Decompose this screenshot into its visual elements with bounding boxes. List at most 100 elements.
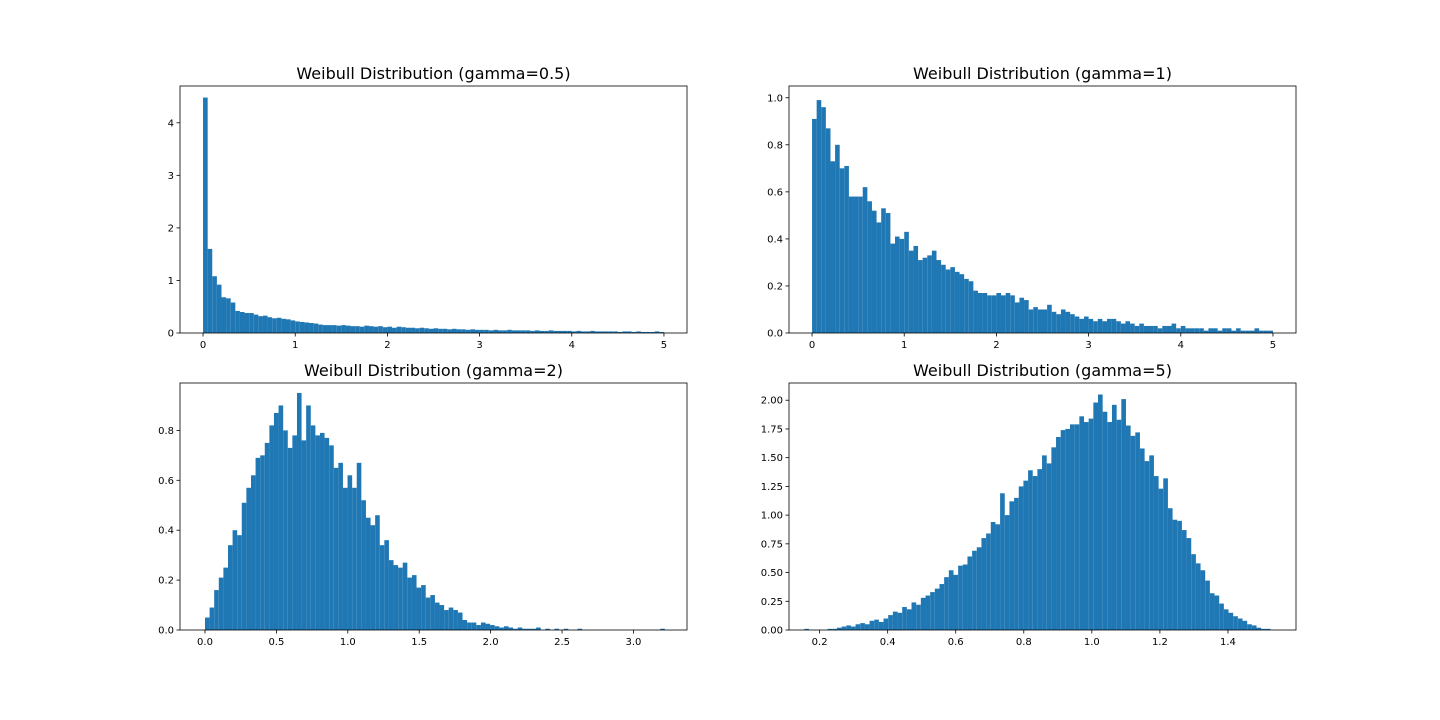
chart-1-bar: [516, 330, 522, 333]
chart-1-bar: [286, 319, 291, 333]
chart-1-bar: [525, 330, 531, 333]
chart-3-bar: [273, 412, 279, 630]
chart-3-bar: [255, 457, 261, 630]
chart-3-bar: [388, 560, 394, 630]
chart-3-bar: [296, 392, 302, 630]
chart-4-bars: [804, 394, 1271, 630]
chart-2-bar: [1116, 321, 1121, 333]
chart-4-bar: [1135, 432, 1140, 630]
chart-3-bar: [379, 545, 385, 630]
chart-2-bar: [1157, 328, 1163, 333]
chart-3-bar: [319, 432, 325, 630]
chart-2-bar: [1060, 309, 1066, 333]
chart-4-bar: [804, 628, 809, 630]
chart-3-xtick-label: 0.0: [197, 637, 213, 648]
chart-4-bar: [1079, 416, 1085, 630]
chart-4-bar: [1046, 463, 1052, 630]
chart-3-bar: [269, 425, 274, 630]
chart-3-bar: [434, 602, 440, 630]
chart-4-bar: [1032, 476, 1038, 630]
chart-1-bar: [544, 330, 549, 333]
chart-3-bar: [250, 475, 256, 630]
chart-4-xtick-label: 0.4: [880, 637, 896, 648]
chart-1-axes-frame: [179, 85, 688, 334]
chart-4-bar: [1186, 538, 1192, 630]
chart-4-bar: [1265, 628, 1271, 630]
chart-2-bar: [977, 293, 983, 333]
chart-3-bar: [398, 567, 403, 630]
chart-3-bar: [554, 628, 560, 630]
chart-2-bar: [816, 100, 822, 333]
chart-2-bar: [1028, 309, 1034, 333]
chart-1-bar: [313, 323, 319, 333]
chart-1-bar: [327, 325, 333, 333]
chart-2-bar: [1014, 302, 1020, 333]
chart-2-ytick-label: 0.4: [767, 234, 783, 245]
chart-3-bar: [375, 515, 380, 630]
chart-1-xtick-label: 1: [292, 340, 298, 351]
chart-1-bar: [382, 327, 388, 333]
chart-4-bar: [1214, 595, 1220, 630]
chart-4-bar: [855, 624, 861, 630]
chart-4-bar: [1209, 593, 1215, 630]
chart-1-ytick-label: 2: [168, 223, 174, 234]
chart-4-bar: [1042, 455, 1047, 630]
chart-4-ytick-label: 1.00: [761, 511, 783, 522]
chart-4-bar: [1037, 469, 1043, 630]
chart-2-bar: [848, 196, 854, 333]
chart-4-bar: [925, 595, 931, 630]
chart-3-bar: [232, 530, 238, 630]
chart-3-bar: [370, 525, 376, 630]
chart-3-bar: [421, 585, 426, 630]
chart-2-bar: [1070, 314, 1075, 333]
chart-1-bar: [465, 329, 471, 333]
chart-1-bar: [461, 329, 466, 333]
chart-2-bar: [1010, 295, 1015, 333]
chart-2-bar: [1176, 328, 1181, 333]
chart-1-bar: [378, 326, 383, 333]
chart-1-bar: [438, 328, 443, 333]
chart-1-bar: [332, 325, 337, 333]
chart-1-bar: [548, 330, 554, 333]
chart-3-bar: [494, 626, 500, 630]
chart-4-bar: [850, 626, 856, 630]
chart-4-bar: [878, 621, 884, 630]
chart-4-bar: [1000, 493, 1005, 630]
chart-2-xtick-label: 2: [993, 340, 999, 351]
chart-1-xtick-label: 4: [569, 340, 575, 351]
chart-4-bar: [990, 522, 996, 630]
chart-3-axes-frame: [179, 382, 688, 631]
chart-1-xtick-label: 3: [476, 340, 482, 351]
chart-2-bar: [991, 295, 997, 333]
chart-3-bar: [480, 622, 486, 630]
chart-1-bar: [267, 317, 273, 333]
chart-3-xtick-label: 2.0: [483, 637, 499, 648]
chart-1-bar: [299, 321, 305, 333]
chart-1-bar: [304, 322, 310, 333]
chart-4-xtick-label: 0.8: [1016, 637, 1032, 648]
chart-1-bar: [502, 330, 508, 333]
chart-4-ytick-label: 2.00: [761, 396, 783, 407]
chart-3-ytick-label: 0.2: [158, 576, 174, 587]
chart-1-bar: [262, 315, 268, 333]
chart-4-ytick-label: 1.25: [761, 482, 783, 493]
chart-4-bar: [892, 611, 898, 630]
chart-2-bar: [1148, 325, 1154, 333]
chart-1-bar: [613, 331, 618, 333]
chart-2-bar: [1093, 321, 1098, 333]
chart-4-bar: [1111, 404, 1117, 630]
chart-4-bar: [874, 619, 879, 630]
chart-2-xtick-label: 1: [901, 340, 907, 351]
chart-4-bar: [1177, 520, 1182, 630]
chart-1-bar: [557, 330, 563, 333]
chart-2-bar: [1134, 325, 1140, 333]
chart-1-bar: [640, 331, 646, 333]
chart-1-bar: [567, 330, 572, 333]
chart-3-bars: [204, 392, 665, 630]
chart-1-ytick-label: 4: [168, 118, 174, 129]
chart-2-bar: [987, 295, 992, 333]
chart-1-bar: [295, 321, 300, 333]
chart-4-bar: [1144, 461, 1150, 630]
chart-3-xtick-label: 1.0: [340, 637, 356, 648]
chart-4-bar: [1251, 625, 1257, 630]
